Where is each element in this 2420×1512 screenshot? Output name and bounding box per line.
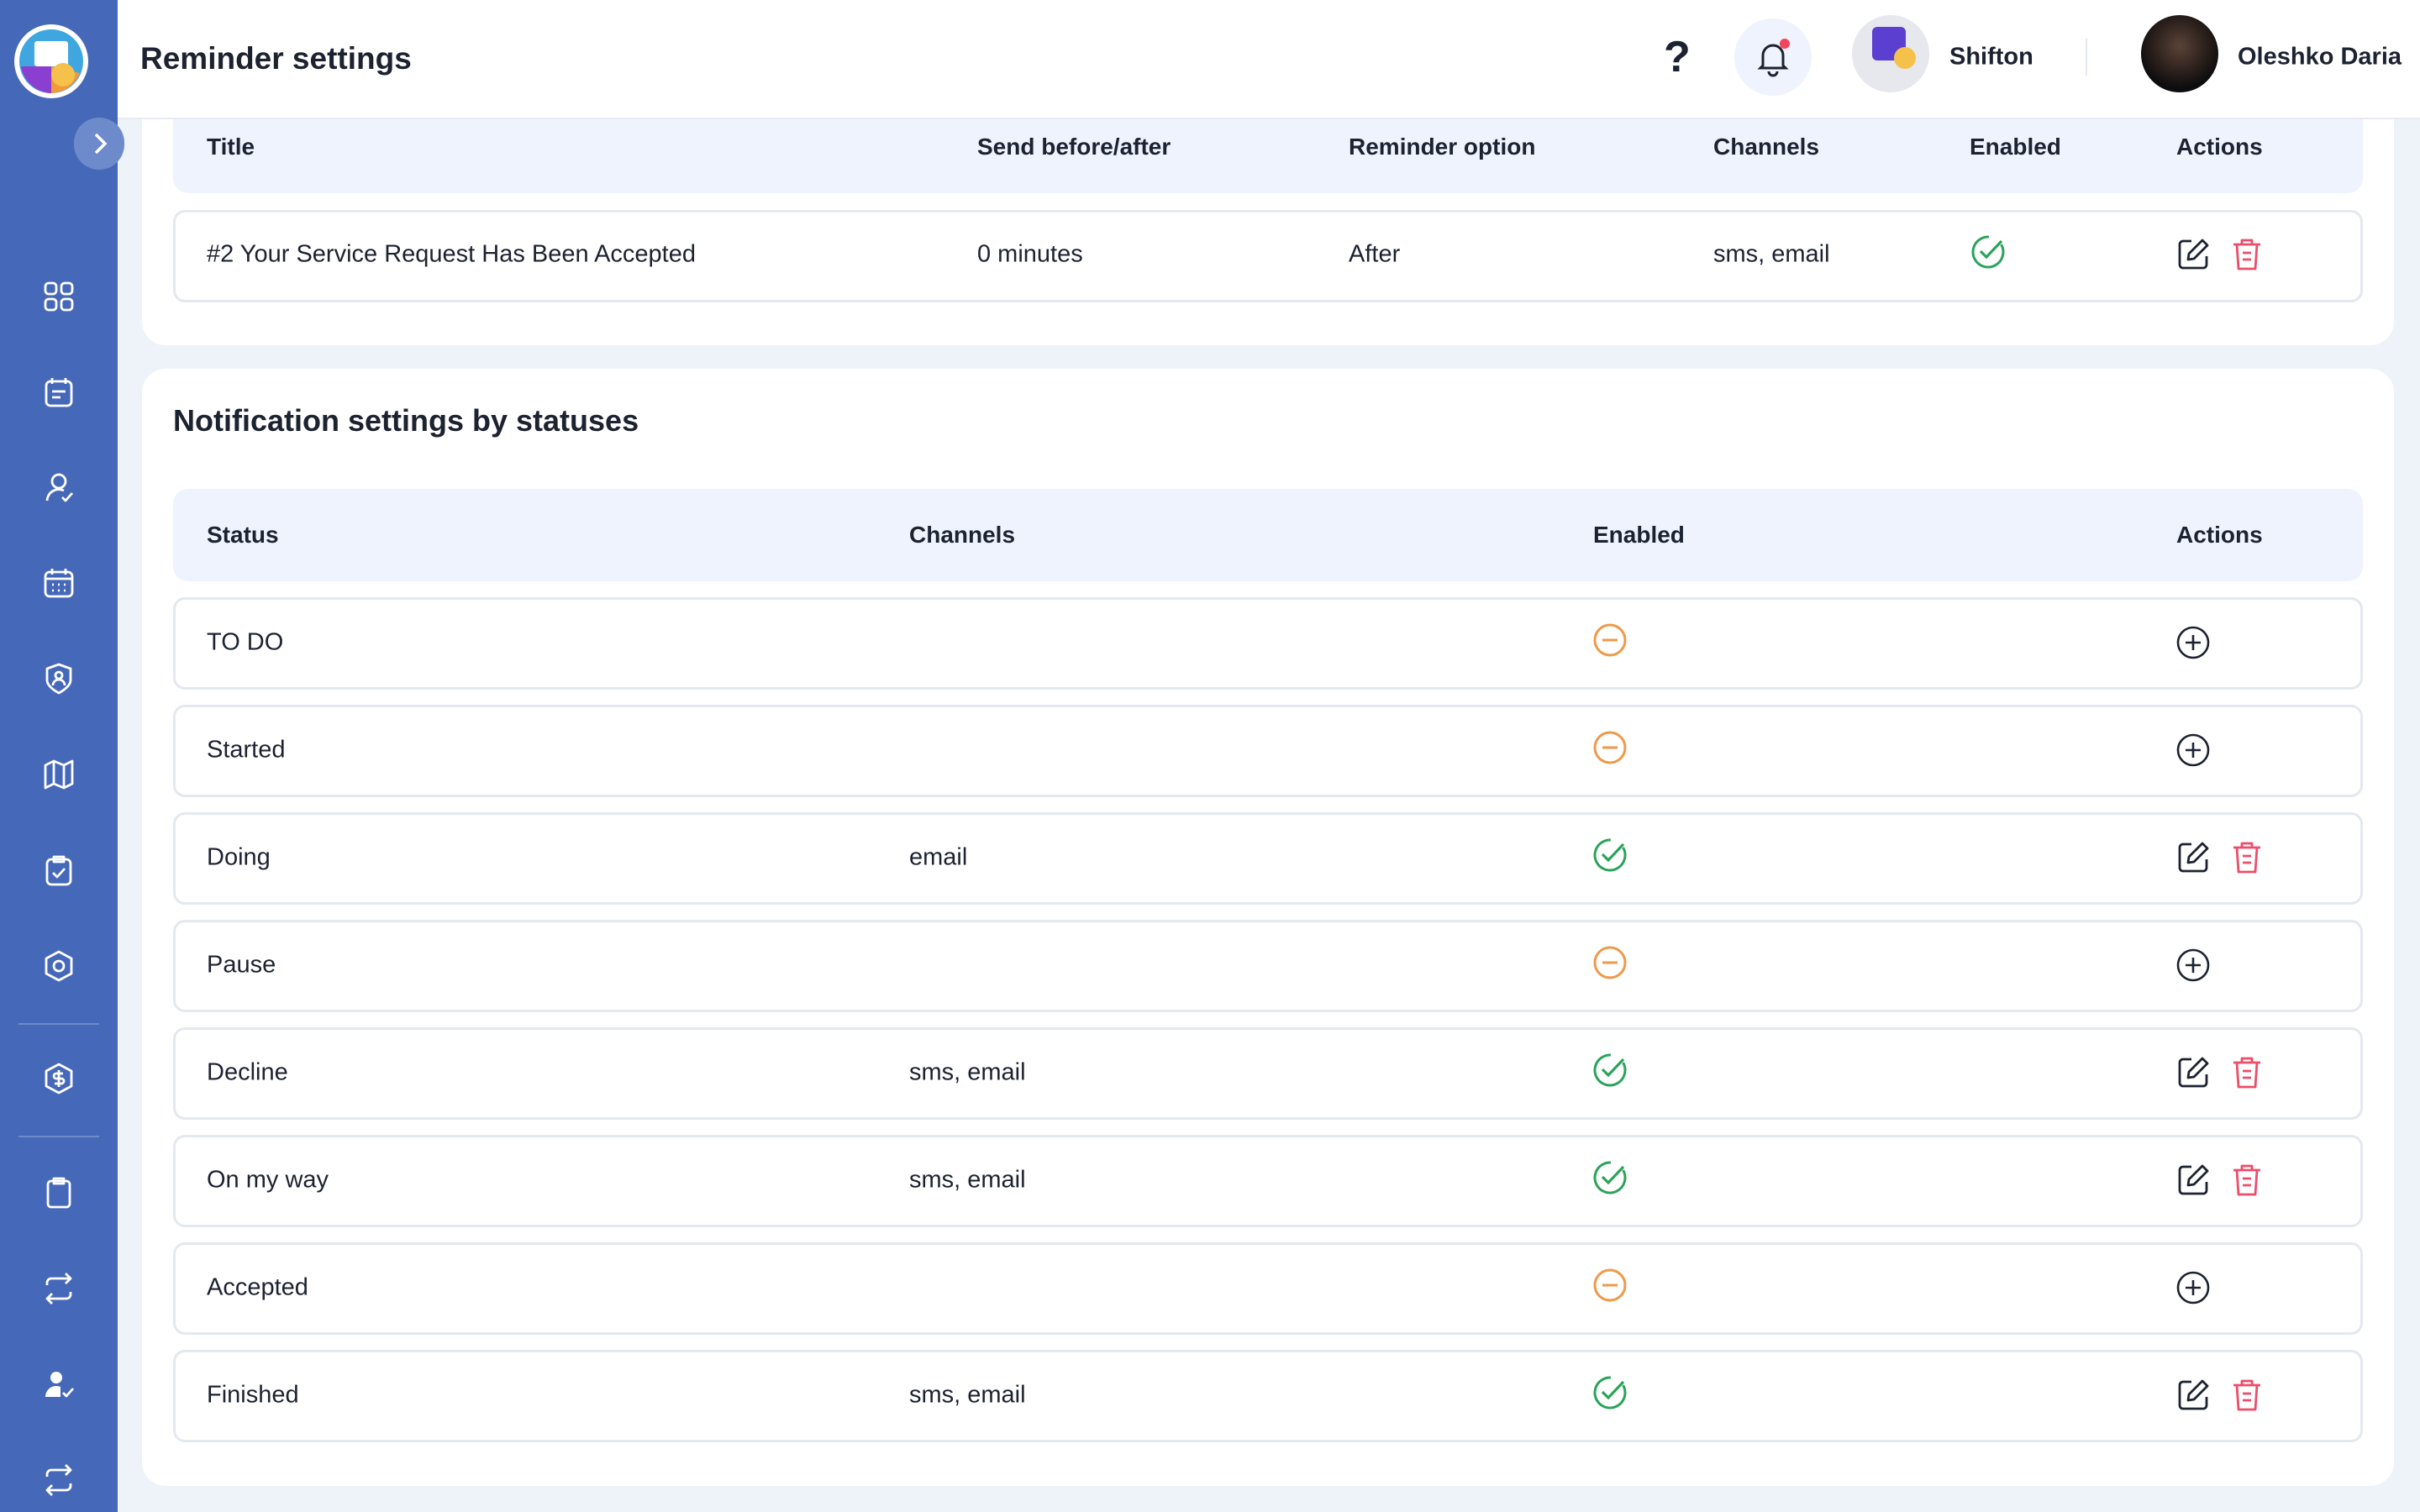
cell-channels: email: [909, 843, 968, 871]
edit-button[interactable]: [2175, 839, 2212, 876]
cell-status: TO DO: [207, 628, 284, 656]
column-header: Channels: [1713, 134, 1820, 160]
cell-status: Accepted: [207, 1273, 308, 1301]
notification-button[interactable]: [1734, 18, 1812, 96]
nav-icon[interactable]: [40, 469, 77, 506]
help-button[interactable]: ?: [1664, 33, 1691, 81]
cell-option: After: [1349, 240, 1401, 268]
delete-button[interactable]: [2228, 1377, 2265, 1414]
column-header: Reminder option: [1349, 134, 1536, 160]
nav-icon[interactable]: [40, 1366, 77, 1403]
column-header: Actions: [2176, 522, 2263, 548]
delete-button[interactable]: [2228, 839, 2265, 876]
table-row: [173, 210, 2363, 302]
table-row: [173, 1242, 2363, 1335]
user-avatar[interactable]: [2141, 15, 2218, 92]
enabled-icon: [1593, 1376, 1627, 1410]
top-bar: Reminder settings ? Shifton Oleshko Dari…: [118, 0, 2420, 119]
nav-icon[interactable]: [40, 1174, 77, 1211]
cell-status: Started: [207, 736, 286, 764]
column-header: Actions: [2176, 134, 2263, 160]
table-row: [173, 705, 2363, 797]
user-name[interactable]: Oleshko Daria: [2238, 43, 2402, 71]
column-header: Enabled: [1593, 522, 1685, 548]
enabled-icon: [1593, 838, 1627, 872]
nav-divider: [18, 1023, 99, 1025]
column-header: Enabled: [1970, 134, 2061, 160]
nav-icon[interactable]: [40, 660, 77, 697]
edit-button[interactable]: [2175, 1377, 2212, 1414]
cell-status: Pause: [207, 951, 276, 979]
nav-icon[interactable]: [40, 564, 77, 601]
cell-status: On my way: [207, 1166, 329, 1194]
section-title: Notification settings by statuses: [173, 403, 639, 438]
table-row: [173, 1027, 2363, 1120]
nav-icon[interactable]: [40, 374, 77, 411]
nav-icon[interactable]: [40, 852, 77, 889]
cell-title: #2 Your Service Request Has Been Accepte…: [207, 240, 696, 268]
column-header: Send before/after: [977, 134, 1171, 160]
cell-channels: sms, email: [909, 1058, 1026, 1086]
column-header: Channels: [909, 522, 1016, 548]
cell-status: Finished: [207, 1381, 299, 1409]
column-header: Status: [207, 522, 279, 548]
nav-icon[interactable]: [40, 1060, 77, 1097]
statuses-header: [173, 489, 2363, 581]
edit-button[interactable]: [2175, 1054, 2212, 1091]
cell-channels: sms, email: [909, 1381, 1026, 1409]
add-button[interactable]: [2175, 1269, 2212, 1306]
add-button[interactable]: [2175, 624, 2212, 661]
enabled-icon: [1971, 235, 2005, 269]
disabled-icon: [1593, 946, 1627, 979]
cell-send: 0 minutes: [977, 240, 1083, 268]
logo[interactable]: [13, 23, 90, 100]
disabled-icon: [1593, 731, 1627, 764]
sidebar: [0, 0, 124, 1512]
table-row: [173, 597, 2363, 690]
disabled-icon: [1593, 1268, 1627, 1302]
disabled-icon: [1593, 623, 1627, 657]
cell-status: Decline: [207, 1058, 288, 1086]
cell-channels: sms, email: [909, 1166, 1026, 1194]
bell-icon: [1757, 39, 1790, 77]
company-avatar[interactable]: [1852, 15, 1929, 92]
table-row: [173, 920, 2363, 1012]
cell-status: Doing: [207, 843, 271, 871]
table-row: [173, 1135, 2363, 1227]
table-row: [173, 812, 2363, 905]
nav-divider: [18, 1136, 99, 1137]
company-name[interactable]: Shifton: [1949, 43, 2033, 71]
nav-icon[interactable]: [40, 278, 77, 315]
add-button[interactable]: [2175, 947, 2212, 984]
nav-icon[interactable]: [40, 1462, 77, 1499]
edit-button[interactable]: [2175, 236, 2212, 273]
page-title: Reminder settings: [140, 41, 412, 76]
cell-channels: sms, email: [1713, 240, 1830, 268]
enabled-icon: [1593, 1053, 1627, 1087]
nav-icon[interactable]: [40, 756, 77, 793]
enabled-icon: [1593, 1161, 1627, 1194]
divider: [2086, 39, 2087, 76]
add-button[interactable]: [2175, 732, 2212, 769]
nav-icon[interactable]: [40, 948, 77, 984]
sidebar-toggle[interactable]: [74, 118, 124, 170]
delete-button[interactable]: [2228, 236, 2265, 273]
edit-button[interactable]: [2175, 1162, 2212, 1199]
nav-icon[interactable]: [40, 1270, 77, 1307]
column-header: Title: [207, 134, 255, 160]
chevron-icon: [94, 133, 108, 155]
table-row: [173, 1350, 2363, 1442]
delete-button[interactable]: [2228, 1054, 2265, 1091]
delete-button[interactable]: [2228, 1162, 2265, 1199]
